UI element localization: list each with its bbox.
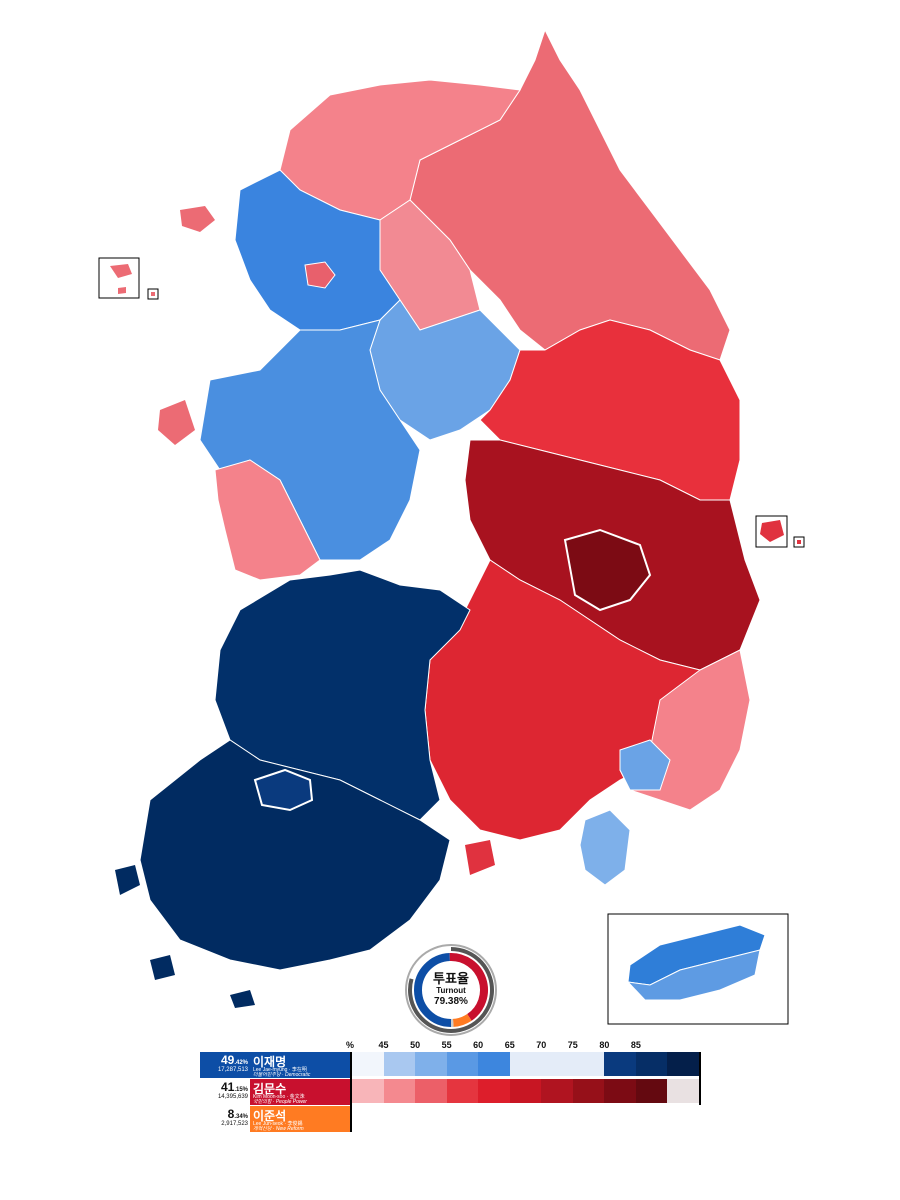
- turnout-donut: 투표율 Turnout 79.38%: [403, 942, 499, 1038]
- scale-tick-label: 65: [504, 1040, 515, 1050]
- blue-swatch-10: [667, 1052, 700, 1076]
- candidate-kim-moon-soo: 41.15% 14,395,639 김문수 Kim Moon-soo · 金文洙…: [200, 1079, 350, 1105]
- scale-tick-label: 45: [378, 1040, 389, 1050]
- red-swatch-5: [509, 1079, 542, 1103]
- south-korea-election-map: [98, 28, 805, 1025]
- island-west-2: [158, 400, 195, 445]
- inset-northwest-dot-fill: [151, 292, 155, 296]
- turnout-ring-arc: [408, 947, 494, 1033]
- share-arc-new_reform: [452, 1013, 472, 1027]
- red-swatch-6: [541, 1079, 574, 1103]
- scale-tick-label: 55: [441, 1040, 452, 1050]
- region-jeonnam: [139, 739, 451, 971]
- candidate-2-party: 국민의힘 · People Power: [253, 1099, 307, 1105]
- candidate-1-name-ko: 이재명: [253, 1055, 287, 1069]
- candidate-3-name-box: 이준석 Lee Jun-seok · 李俊錫 개혁신당 · New Reform: [250, 1106, 350, 1132]
- candidate-1-name-box: 이재명 Lee Jae-myung · 李在明 더불어민주당 · Democra…: [250, 1052, 350, 1078]
- red-swatch-8: [604, 1079, 637, 1103]
- region-gwangju: [253, 768, 314, 812]
- blue-swatch-7: [572, 1052, 605, 1076]
- island-west-1: [180, 206, 215, 232]
- inset-northwest-islands: [98, 257, 140, 299]
- share-arc-democratic: [414, 953, 452, 1027]
- share-arc-people_power: [449, 953, 488, 1021]
- scale-tick-label: 85: [630, 1040, 641, 1050]
- candidate-3-name-en: Lee Jun-seok · 李俊錫: [253, 1121, 303, 1127]
- candidate-3-votes: 2,917,523: [221, 1121, 248, 1127]
- island-southwest-3: [230, 990, 255, 1008]
- red-swatch-1: [383, 1079, 416, 1103]
- blue-swatch-1: [383, 1052, 416, 1076]
- candidate-1-name-en: Lee Jae-myung · 李在明: [253, 1067, 307, 1073]
- turnout-donut-chart: [405, 944, 497, 1036]
- region-seoul-center: [304, 261, 336, 289]
- region-daegu: [563, 528, 652, 612]
- red-swatch-9: [635, 1079, 668, 1103]
- red-swatch-3: [446, 1079, 479, 1103]
- candidate-1-votes: 17,287,513: [217, 1067, 248, 1073]
- candidate-1-party: 더불어민주당 · Democratic: [253, 1072, 311, 1078]
- scale-tick-label: 75: [567, 1040, 578, 1050]
- region-chungnam-west: [214, 459, 321, 581]
- legend-divider: [350, 1052, 352, 1132]
- red-swatch-7: [572, 1079, 605, 1103]
- candidate-3-party: 개혁신당 · New Reform: [253, 1126, 304, 1132]
- legend-divider-right: [699, 1052, 701, 1105]
- island-southwest-2: [150, 955, 175, 980]
- candidate-2-votes: 14,395,639: [217, 1094, 248, 1100]
- blue-swatch-0: [352, 1052, 385, 1076]
- island-south-red: [465, 840, 495, 875]
- blue-swatch-8: [604, 1052, 637, 1076]
- region-geoje: [579, 809, 631, 886]
- turnout-value: 79.38%: [434, 996, 468, 1007]
- scale-tick-label: 80: [599, 1040, 610, 1050]
- candidate-2-result-box: 41.15% 14,395,639: [200, 1079, 250, 1105]
- inset-ulleung: [755, 515, 788, 548]
- red-swatch-2: [415, 1079, 448, 1103]
- island-ulleung: [760, 520, 784, 542]
- turnout-inner-circle: [423, 962, 479, 1018]
- turnout-label: 투표율 Turnout 79.38%: [403, 972, 499, 1008]
- legend: 49.42% 17,287,513 이재명 Lee Jae-myung · 李在…: [200, 1040, 720, 1140]
- red-swatch-0: [352, 1079, 385, 1103]
- candidate-1-result-box: 49.42% 17,287,513: [200, 1052, 250, 1078]
- blue-swatch-9: [635, 1052, 668, 1076]
- inset-northwest-dot: [147, 288, 159, 300]
- candidate-2-name-ko: 김문수: [253, 1082, 287, 1096]
- red-swatch-10: [667, 1079, 700, 1103]
- island-southwest-1: [115, 865, 140, 895]
- scale-tick-label: 70: [536, 1040, 547, 1050]
- candidate-lee-jae-myung: 49.42% 17,287,513 이재명 Lee Jae-myung · 李在…: [200, 1052, 350, 1078]
- candidate-3-pct: 8.34%: [227, 1107, 248, 1121]
- blue-swatch-5: [509, 1052, 542, 1076]
- candidate-3-name-ko: 이준석: [253, 1109, 287, 1123]
- island-baengnyeong-2: [118, 287, 126, 294]
- blue-swatch-3: [446, 1052, 479, 1076]
- candidate-lee-jun-seok: 8.34% 2,917,523 이준석 Lee Jun-seok · 李俊錫 개…: [200, 1106, 350, 1132]
- red-swatch-4: [478, 1079, 511, 1103]
- blue-swatch-6: [541, 1052, 574, 1076]
- inset-dokdo: [793, 536, 805, 548]
- scale-unit-label: %: [345, 1040, 355, 1050]
- turnout-title-ko: 투표율: [433, 971, 469, 986]
- turnout-title-en: Turnout: [436, 986, 466, 995]
- dokdo-fill: [797, 540, 801, 544]
- blue-swatch-2: [415, 1052, 448, 1076]
- blue-swatch-4: [478, 1052, 511, 1076]
- candidate-2-name-box: 김문수 Kim Moon-soo · 金文洙 국민의힘 · People Pow…: [250, 1079, 350, 1105]
- scale-tick-label: 50: [410, 1040, 421, 1050]
- region-jeju-south: [626, 949, 761, 1001]
- region-busan-blue: [619, 739, 671, 791]
- island-baengnyeong: [110, 264, 132, 278]
- candidate-2-name-en: Kim Moon-soo · 金文洙: [253, 1094, 305, 1100]
- scale-tick-label: 60: [473, 1040, 484, 1050]
- candidate-2-pct: 41.15%: [220, 1080, 248, 1094]
- candidate-3-result-box: 8.34% 2,917,523: [200, 1106, 250, 1132]
- candidate-1-pct: 49.42%: [220, 1053, 248, 1067]
